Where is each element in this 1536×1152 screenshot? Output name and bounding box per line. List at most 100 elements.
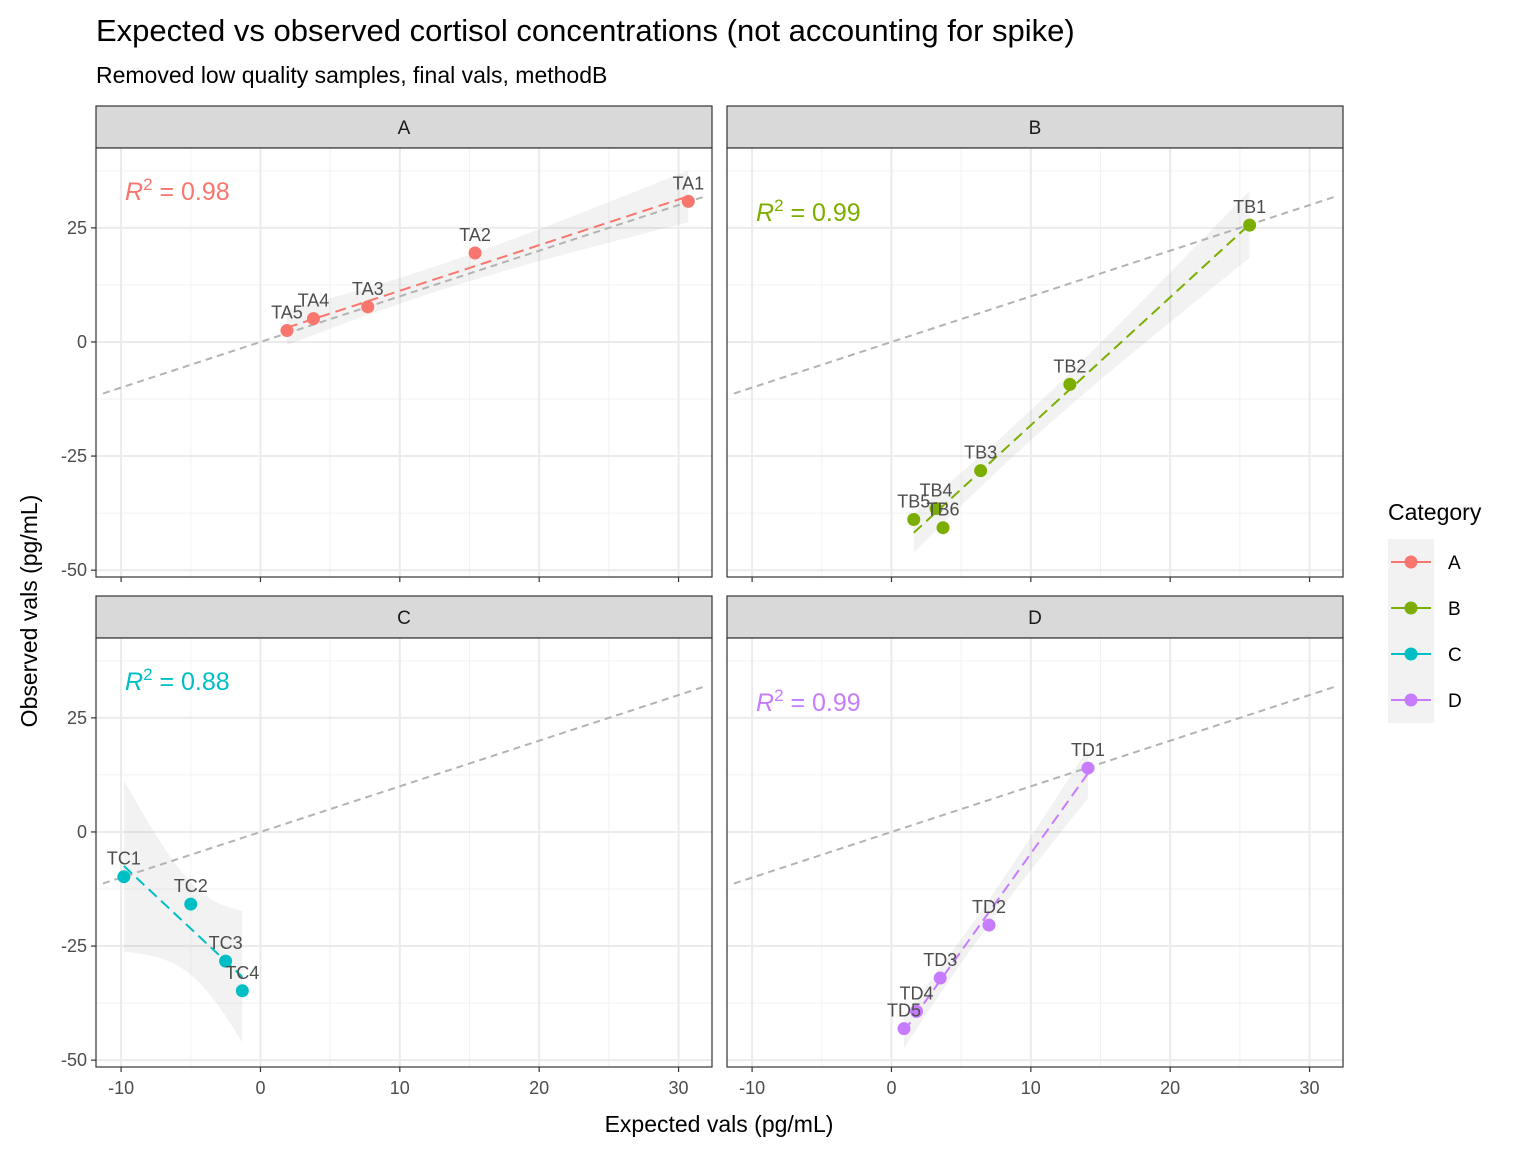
identity-reference-line	[102, 195, 706, 395]
data-point-ta2	[468, 246, 482, 260]
data-point-ta4	[306, 312, 320, 326]
data-point-td3	[933, 971, 947, 985]
point-label-ta5: TA5	[271, 303, 303, 323]
legend-item-label: D	[1448, 691, 1462, 712]
legend-title: Category	[1388, 499, 1482, 525]
point-label-tb3: TB3	[964, 443, 997, 463]
data-point-td2	[982, 918, 996, 932]
chart-subtitle: Removed low quality samples, final vals,…	[96, 62, 607, 88]
data-point-ta3	[361, 300, 375, 314]
facet-strip-label: D	[1028, 608, 1042, 629]
data-point-td1	[1081, 761, 1095, 775]
x-tick-label: 20	[1160, 1078, 1180, 1098]
data-point-tc3	[219, 954, 233, 968]
point-label-tb5: TB5	[897, 491, 930, 511]
legend-key-point	[1404, 601, 1418, 615]
y-tick-label: 25	[67, 708, 87, 728]
facet-strip-label: B	[1029, 118, 1042, 139]
legend-item-label: B	[1448, 599, 1461, 620]
facet-strip	[95, 105, 713, 149]
point-label-td5: TD5	[887, 1001, 921, 1021]
y-tick-label: 0	[77, 822, 87, 842]
data-point-tb5	[907, 512, 921, 526]
panel-border	[726, 147, 1344, 578]
x-tick-label: 0	[886, 1078, 896, 1098]
facet-strip-label: A	[398, 118, 411, 139]
legend-item-label: A	[1448, 553, 1461, 574]
data-point-tb4	[929, 502, 943, 516]
data-point-tb2	[1063, 377, 1077, 391]
axes: -50 -25 0 25 -50 -25 0 25 -10 0 10 20 30 -10 0 10 20 30	[61, 218, 1320, 1098]
gridlines	[96, 148, 712, 577]
gridlines	[96, 638, 712, 1067]
legend-item-b: B	[1388, 585, 1461, 631]
point-label-td4: TD4	[900, 983, 934, 1003]
point-label-tc3: TC3	[209, 933, 243, 953]
facet-strip	[726, 595, 1344, 639]
legend-key-point	[1404, 555, 1418, 569]
point-label-tb1: TB1	[1233, 197, 1266, 217]
legend: Category A B C D	[1388, 499, 1482, 723]
data-point-td5	[897, 1022, 911, 1036]
facet-panel-c: C TC1 TC2 TC3 TC4 R2 = 0.88	[95, 595, 713, 1068]
point-label-tb6: TB6	[927, 500, 960, 520]
x-tick-label: 10	[1021, 1078, 1041, 1098]
data-point-ta1	[681, 194, 695, 208]
regression-line	[286, 195, 689, 329]
y-tick-label: 25	[67, 218, 87, 238]
identity-reference-line	[733, 195, 1337, 395]
facet-strip	[95, 595, 713, 639]
y-tick-label: -25	[61, 936, 87, 956]
point-label-tc4: TC4	[225, 963, 259, 983]
legend-key-point	[1404, 647, 1418, 661]
data-point-tc4	[235, 984, 249, 998]
gridlines	[727, 148, 1343, 577]
data-point-ta5	[280, 324, 294, 338]
point-label-ta3: TA3	[352, 279, 384, 299]
regression-line	[913, 223, 1251, 534]
point-label-tb2: TB2	[1053, 356, 1086, 376]
gridlines	[727, 638, 1343, 1067]
r-squared-annotation: R2 = 0.88	[125, 665, 230, 696]
x-tick-label: 0	[255, 1078, 265, 1098]
y-tick-label: -50	[61, 1050, 87, 1070]
panel-border	[95, 637, 713, 1068]
chart-title: Expected vs observed cortisol concentrat…	[96, 13, 1075, 48]
facet-strip-label: C	[397, 608, 411, 629]
data-point-tb1	[1243, 218, 1257, 232]
point-label-ta4: TA4	[298, 291, 330, 311]
point-label-td2: TD2	[972, 897, 1006, 917]
y-tick-label: -50	[61, 560, 87, 580]
identity-reference-line	[102, 685, 706, 885]
point-label-tb4: TB4	[920, 481, 953, 501]
x-tick-label: 10	[390, 1078, 410, 1098]
legend-item-c: C	[1388, 631, 1462, 677]
panel-border	[726, 637, 1344, 1068]
x-tick-label: 30	[1300, 1078, 1320, 1098]
x-tick-label: 20	[529, 1078, 549, 1098]
y-tick-label: -25	[61, 446, 87, 466]
legend-key-point	[1404, 693, 1418, 707]
panel-border	[95, 147, 713, 578]
point-label-ta2: TA2	[459, 225, 491, 245]
data-point-td4	[910, 1004, 924, 1018]
legend-item-label: C	[1448, 645, 1462, 666]
point-label-ta1: TA1	[672, 173, 704, 193]
identity-reference-line	[733, 685, 1337, 885]
r-squared-annotation: R2 = 0.99	[756, 686, 861, 717]
x-tick-label: 30	[669, 1078, 689, 1098]
y-tick-label: 0	[77, 332, 87, 352]
confidence-band	[123, 780, 243, 1043]
legend-item-d: D	[1388, 677, 1462, 723]
r-squared-annotation: R2 = 0.99	[756, 196, 861, 227]
confidence-band	[904, 748, 1088, 1048]
regression-line	[903, 772, 1089, 1032]
point-label-tc1: TC1	[107, 849, 141, 869]
point-label-td3: TD3	[923, 950, 957, 970]
data-point-tb3	[974, 464, 988, 478]
regression-line	[123, 865, 244, 978]
